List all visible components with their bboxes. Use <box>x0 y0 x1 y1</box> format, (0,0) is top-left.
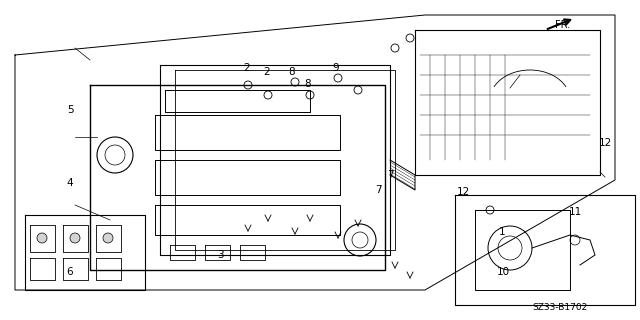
Text: 12: 12 <box>456 187 470 197</box>
Text: 11: 11 <box>568 207 582 217</box>
Circle shape <box>103 233 113 243</box>
Text: 2: 2 <box>264 67 270 77</box>
Text: 4: 4 <box>67 178 74 188</box>
Text: SZ33-B1702: SZ33-B1702 <box>532 303 588 313</box>
Circle shape <box>37 233 47 243</box>
Text: 6: 6 <box>67 267 74 277</box>
Text: 3: 3 <box>217 250 223 260</box>
Text: FR.: FR. <box>555 20 570 30</box>
Text: 5: 5 <box>67 105 74 115</box>
Text: 7: 7 <box>387 170 394 180</box>
Text: 1: 1 <box>499 227 506 237</box>
Text: 10: 10 <box>497 267 509 277</box>
Text: 9: 9 <box>333 63 339 73</box>
Text: 8: 8 <box>289 67 295 77</box>
Text: 7: 7 <box>374 185 381 195</box>
Text: 8: 8 <box>305 79 311 89</box>
Text: 12: 12 <box>598 138 612 148</box>
Circle shape <box>70 233 80 243</box>
Text: 2: 2 <box>244 63 250 73</box>
